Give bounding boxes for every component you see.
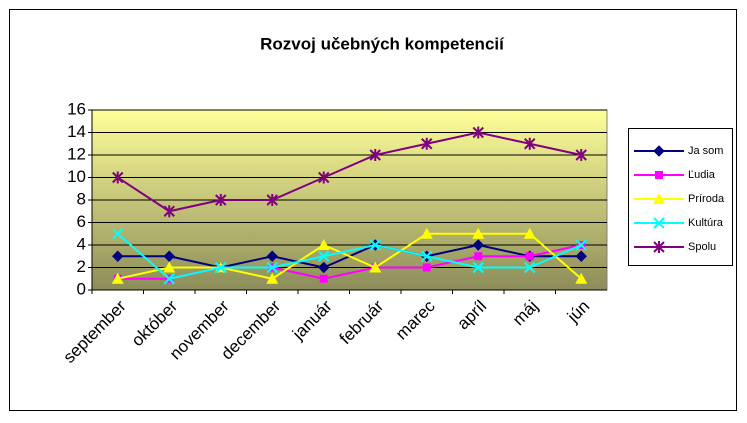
point <box>472 126 484 139</box>
point <box>112 171 124 184</box>
point <box>163 261 176 273</box>
y-tick-label: 0 <box>77 279 86 298</box>
point <box>575 250 587 262</box>
y-tick-label: 14 <box>67 122 86 141</box>
point <box>421 137 433 150</box>
point <box>266 261 278 274</box>
point <box>474 252 483 261</box>
point <box>575 239 587 251</box>
point <box>422 263 431 272</box>
point <box>266 194 278 206</box>
series-line <box>117 131 582 213</box>
legend-marker <box>653 241 665 253</box>
chart-title: Rozvoj učebných kompetencií <box>260 34 505 53</box>
legend-label: Ľudia <box>688 169 716 181</box>
point <box>525 252 534 261</box>
point <box>575 272 588 284</box>
point <box>111 272 124 284</box>
point <box>318 171 330 184</box>
y-tick-label: 8 <box>77 189 86 208</box>
point <box>163 273 175 285</box>
point <box>215 261 227 274</box>
point <box>472 261 484 274</box>
legend-marker <box>653 217 665 229</box>
legend-marker <box>655 171 663 179</box>
legend-label: Ja som <box>688 145 723 157</box>
y-tick-label: 12 <box>67 144 86 163</box>
point <box>472 227 485 239</box>
y-tick-label: 4 <box>77 234 86 253</box>
point <box>318 250 330 262</box>
y-tick-label: 16 <box>67 99 86 118</box>
point <box>369 149 381 161</box>
point <box>524 261 536 274</box>
series-line <box>117 232 582 280</box>
point <box>266 250 278 262</box>
legend-marker <box>653 193 665 204</box>
point <box>421 250 433 262</box>
point <box>369 261 382 273</box>
legend-label: Kultúra <box>688 217 724 229</box>
y-tick-label: 2 <box>77 257 86 276</box>
y-tick-label: 10 <box>67 167 86 186</box>
point <box>163 205 175 218</box>
point <box>266 272 279 284</box>
point <box>318 261 330 274</box>
point <box>369 239 381 251</box>
point <box>215 194 227 206</box>
point <box>163 250 175 262</box>
legend-label: Príroda <box>688 193 725 205</box>
point <box>112 228 124 240</box>
series-line <box>117 232 582 280</box>
legend-marker <box>653 145 665 157</box>
point <box>420 227 433 239</box>
point <box>575 149 587 161</box>
point <box>112 250 124 262</box>
point <box>524 137 536 150</box>
point <box>317 239 330 250</box>
legend-label: Spolu <box>688 241 716 253</box>
point <box>472 239 484 251</box>
y-tick-label: 6 <box>77 212 86 231</box>
point <box>319 274 328 283</box>
point <box>523 227 536 239</box>
